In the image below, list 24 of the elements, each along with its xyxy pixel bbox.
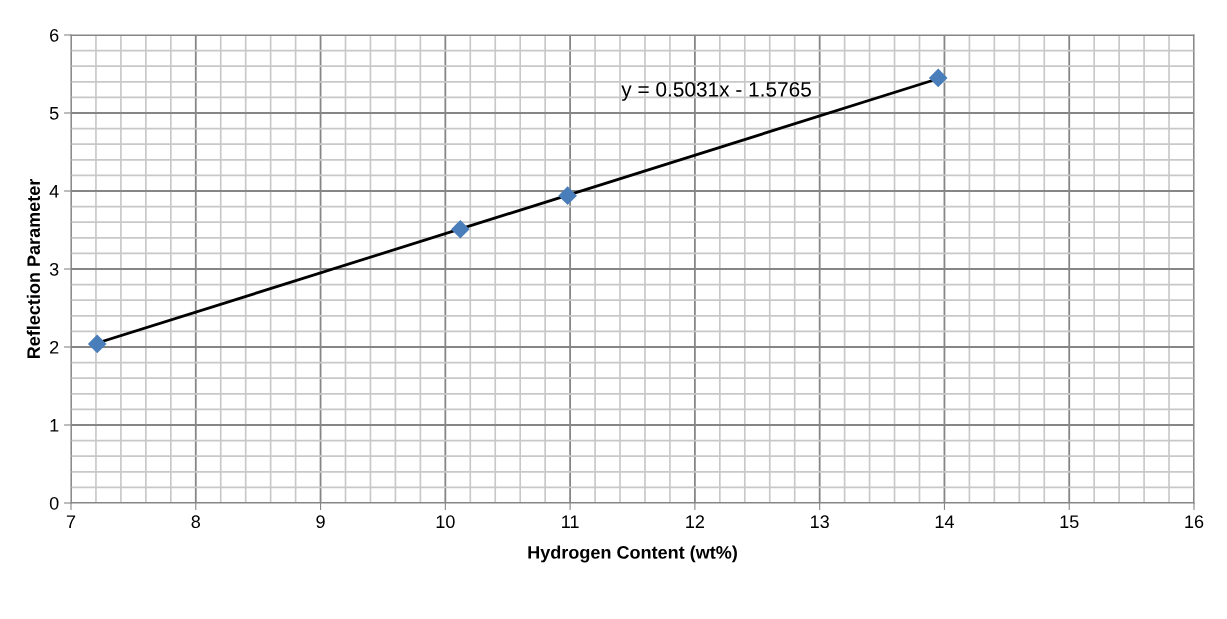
y-tick-label: 0 (49, 496, 59, 510)
point (450, 219, 470, 239)
x-tick-label: 13 (811, 515, 829, 529)
y-tick-label: 1 (50, 419, 59, 432)
annotation: y = 0.5031x - 1.5765 (621, 82, 811, 101)
x-tick-label: 10 (436, 515, 455, 529)
y-tick-label: 2 (50, 340, 59, 354)
x-tick-label: 14 (935, 515, 954, 528)
x-tick-label: 11 (562, 515, 579, 528)
point (928, 68, 948, 88)
y-tick-label: 3 (49, 262, 59, 276)
y-tick-label: 5 (49, 107, 59, 120)
x-tick-label: 9 (316, 515, 325, 529)
point (87, 334, 107, 354)
y-tick-label: 4 (49, 185, 59, 198)
x-tick-label: 7 (66, 515, 76, 528)
y-tick-label: 6 (50, 28, 59, 42)
x-tick-label: 16 (1185, 515, 1204, 529)
x-tick-label: 8 (191, 515, 201, 529)
x-tick-label: 15 (1060, 515, 1079, 529)
x-axis-title: Hydrogen Content (wt%) (528, 545, 737, 563)
y-axis-title: Reflection Parameter (26, 178, 41, 359)
point (558, 186, 577, 205)
x-tick-label: 12 (686, 515, 705, 528)
